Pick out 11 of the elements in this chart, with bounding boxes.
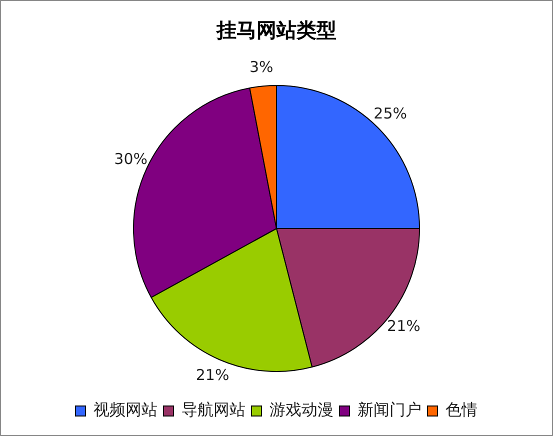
legend-label: 游戏动漫 [270,400,334,420]
data-label: 3% [249,58,274,76]
legend-label: 色情 [446,400,478,420]
legend-label: 视频网站 [94,400,158,420]
legend-label: 新闻门户 [358,400,422,420]
legend-label: 导航网站 [182,400,246,420]
data-label: 21% [387,317,420,336]
data-label: 25% [374,104,408,123]
chart-title: 挂马网站类型 [216,18,336,42]
data-label: 30% [114,150,148,168]
data-label: 21% [196,366,230,384]
